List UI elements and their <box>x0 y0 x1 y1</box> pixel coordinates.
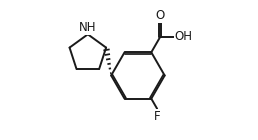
Text: F: F <box>154 110 160 123</box>
Text: OH: OH <box>175 30 193 43</box>
Text: O: O <box>156 10 165 22</box>
Text: NH: NH <box>79 21 96 34</box>
